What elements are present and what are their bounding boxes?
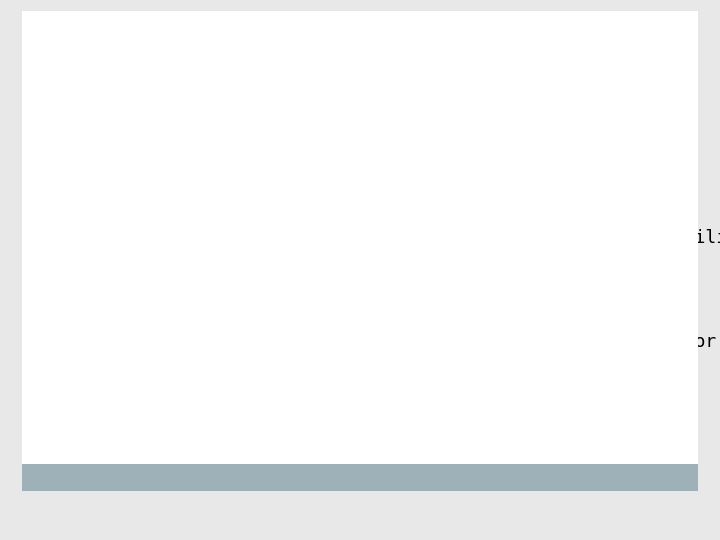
Text: 5.  Feedback Circuits: 5. Feedback Circuits [129, 179, 376, 198]
Text: PLT203/3 – ELECTRONICS II: PLT203/3 – ELECTRONICS II [160, 85, 578, 113]
Text: 6.   Oscillators: 6. Oscillators [129, 306, 317, 325]
Text: Feedback concepts, feedback connection types,
practical feedback circuits, feedb: Feedback concepts, feedback connection t… [129, 204, 720, 272]
Text: Oscillator, feedback oscillator principles, oscillator with
RC feedback circuits: Oscillator, feedback oscillator principl… [129, 333, 720, 401]
Text: SYLLABUS: SYLLABUS [292, 117, 446, 147]
FancyBboxPatch shape [235, 106, 503, 160]
